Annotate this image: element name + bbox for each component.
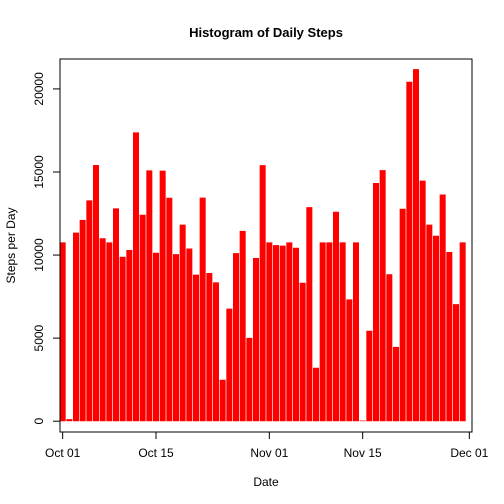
chart-title: Histogram of Daily Steps — [189, 25, 343, 40]
y-axis-label: Steps per Day — [4, 207, 18, 283]
y-tick-label: 5000 — [32, 324, 46, 351]
x-axis-label: Date — [253, 475, 279, 489]
x-tick-label: Oct 15 — [138, 446, 174, 460]
y-axis: 0 5000 10000 15000 20000 — [32, 72, 61, 425]
bars-group — [59, 69, 466, 422]
x-axis: Oct 01 Oct 15 Nov 01 Nov 15 Dec 01 — [45, 431, 489, 460]
y-tick-label: 20000 — [32, 72, 46, 106]
x-tick-label: Dec 01 — [450, 446, 488, 460]
y-tick-label: 0 — [32, 418, 46, 425]
x-tick-label: Nov 01 — [250, 446, 288, 460]
x-tick-label: Oct 01 — [45, 446, 81, 460]
y-tick-label: 15000 — [32, 155, 46, 189]
y-tick-label: 10000 — [32, 238, 46, 272]
x-tick-label: Nov 15 — [344, 446, 382, 460]
